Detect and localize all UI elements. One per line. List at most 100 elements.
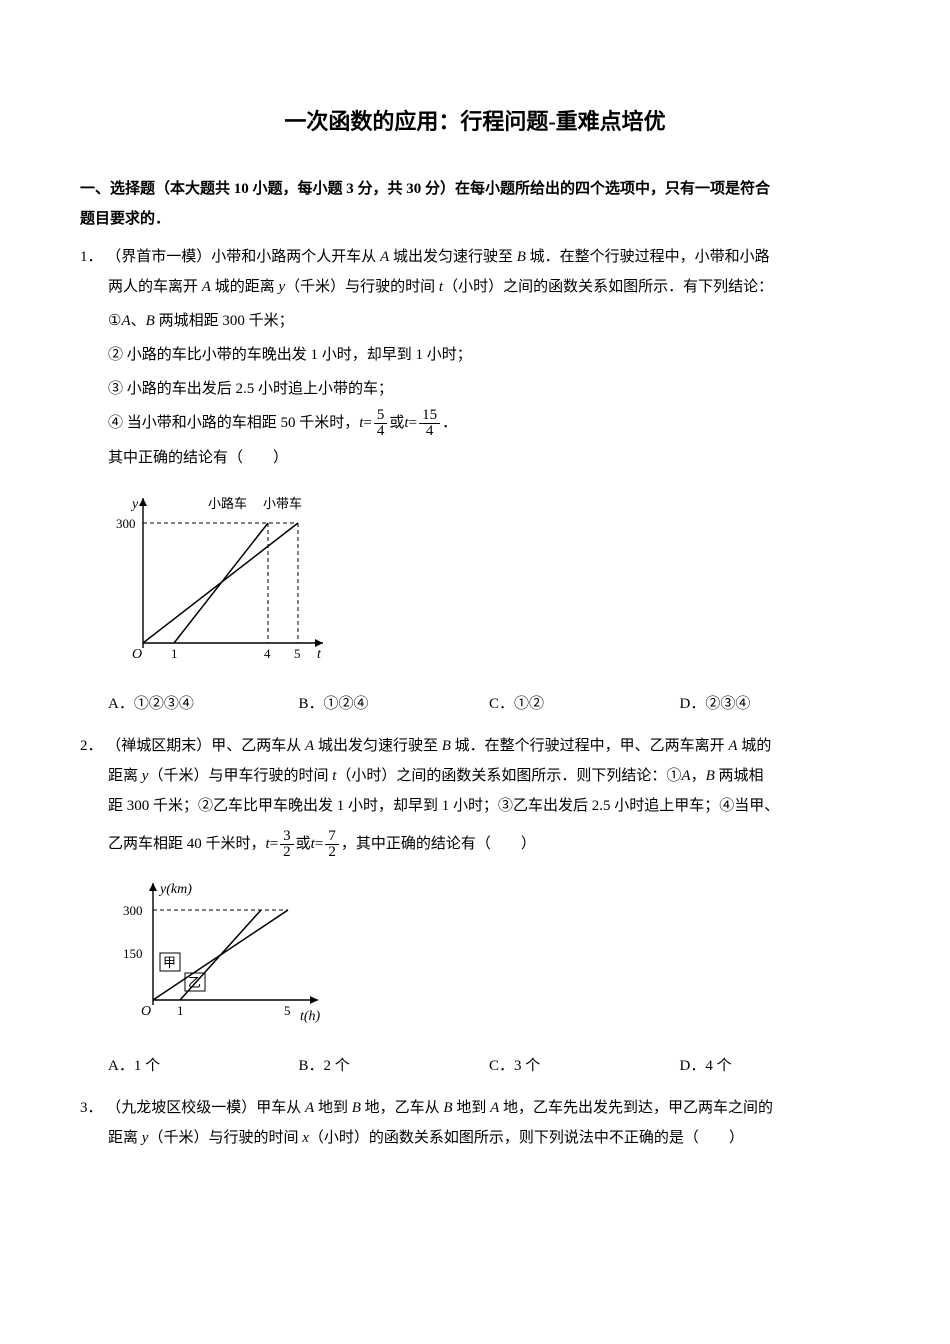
chart-x5: 5 bbox=[294, 646, 301, 661]
q2-l4c: ，其中正确的结论有（ ） bbox=[341, 836, 536, 852]
q2-optC: C．3 个 bbox=[489, 1051, 680, 1081]
y-arrow2 bbox=[149, 883, 157, 891]
q1-s1a: ① bbox=[108, 313, 121, 329]
q2-l2a: 距离 bbox=[108, 768, 142, 784]
q1-frac1: 54 bbox=[374, 408, 388, 439]
q3-source: （九龙坡区校级一模） bbox=[106, 1100, 256, 1116]
q2-comma: ， bbox=[691, 768, 706, 784]
q1-l2c: （千米）与行驶的时间 bbox=[285, 279, 439, 295]
q2-A2: A bbox=[728, 738, 737, 754]
q3-line2: 距离 y（千米）与行驶的时间 x（小时）的函数关系如图所示，则下列说法中不正确的… bbox=[80, 1123, 870, 1153]
q1-cityA: A bbox=[380, 249, 389, 265]
q1-text3: 城．在整个行驶过程中，小带和小路 bbox=[526, 249, 770, 265]
q2-l2d: 两城相 bbox=[715, 768, 764, 784]
q2-l4eq2: = bbox=[315, 836, 323, 852]
chart-legend2: 小带车 bbox=[263, 496, 302, 511]
q3-t5: 地，乙车先出发先到达，甲乙两车之间的 bbox=[499, 1100, 773, 1116]
q3-l2c: （小时）的函数关系如图所示，则下列说法中不正确的是（ ） bbox=[309, 1130, 744, 1146]
q1-line2: 两人的车离开 A 城的距离 y（千米）与行驶的时间 t（小时）之间的函数关系如图… bbox=[80, 272, 870, 302]
q1-sub2: ② 小路的车比小带的车晚出发 1 小时，却早到 1 小时； bbox=[80, 340, 870, 370]
q3-t2: 地到 bbox=[314, 1100, 352, 1116]
q2-t4: 城的 bbox=[738, 738, 772, 754]
q1-optA: A．①②③④ bbox=[108, 689, 299, 719]
q1-cityB: B bbox=[517, 249, 526, 265]
q1-s1b: 、 bbox=[131, 313, 146, 329]
chart-x-label: t bbox=[317, 647, 322, 662]
q2-t1: 甲、乙两车从 bbox=[211, 738, 305, 754]
q2-frac2: 72 bbox=[325, 829, 339, 860]
q2-l4b: 或 bbox=[296, 836, 311, 852]
q2-B: B bbox=[442, 738, 451, 754]
question-2: 2． （禅城区期末）甲、乙两车从 A 城出发匀速行驶至 B 城．在整个行驶过程中… bbox=[80, 731, 870, 1081]
q1-stem: 1． （界首市一模）小带和小路两个人开车从 A 城出发匀速行驶至 B 城．在整个… bbox=[80, 242, 870, 272]
q2-A3: A bbox=[681, 768, 690, 784]
chart2-x1: 1 bbox=[177, 1003, 184, 1018]
q2-l4eq: = bbox=[270, 836, 278, 852]
q1-optB: B．①②④ bbox=[299, 689, 490, 719]
chart2-y300: 300 bbox=[123, 903, 143, 918]
q2-l4a: 乙两车相距 40 千米时， bbox=[108, 836, 266, 852]
chart-x1: 1 bbox=[171, 646, 178, 661]
q2-source: （禅城区期末） bbox=[106, 738, 211, 754]
q3-t4: 地到 bbox=[453, 1100, 491, 1116]
chart2-origin: O bbox=[141, 1004, 151, 1019]
chart2-y150: 150 bbox=[123, 946, 143, 961]
line-xiaolu bbox=[174, 523, 268, 643]
q1-l2d: （小时）之间的函数关系如图所示．有下列结论： bbox=[443, 279, 773, 295]
q3-t1: 甲车从 bbox=[256, 1100, 305, 1116]
q3-A2: A bbox=[490, 1100, 499, 1116]
q1-sub4: ④ 当小带和小路的车相距 50 千米时，t=54或t=154． bbox=[80, 408, 870, 439]
q2-optB: B．2 个 bbox=[299, 1051, 490, 1081]
q1-options: A．①②③④ B．①②④ C．①② D．②③④ bbox=[80, 689, 870, 719]
q1-s4eq: = bbox=[363, 415, 371, 431]
q3-l2a: 距离 bbox=[108, 1130, 142, 1146]
question-1: 1． （界首市一模）小带和小路两个人开车从 A 城出发匀速行驶至 B 城．在整个… bbox=[80, 242, 870, 719]
q1-s1B: B bbox=[146, 313, 155, 329]
q2-optD: D．4 个 bbox=[680, 1051, 871, 1081]
section-header: 一、选择题（本大题共 10 小题，每小题 3 分，共 30 分）在每小题所给出的… bbox=[80, 174, 870, 234]
frac-num: 5 bbox=[374, 408, 388, 424]
q1-sub1: ①A、B 两城相距 300 千米； bbox=[80, 306, 870, 336]
q2-line3: 距 300 千米；②乙车比甲车晚出发 1 小时，却早到 1 小时；③乙车出发后 … bbox=[80, 791, 870, 821]
chart-legend1: 小路车 bbox=[208, 496, 247, 511]
q1-optD: D．②③④ bbox=[680, 689, 871, 719]
q1-s4eq2: = bbox=[409, 415, 417, 431]
y-arrow bbox=[139, 498, 147, 506]
q1-l2a: 两人的车离开 bbox=[108, 279, 202, 295]
chart2-legend1: 甲 bbox=[163, 955, 176, 970]
frac-num: 15 bbox=[419, 408, 440, 424]
q2-optA: A．1 个 bbox=[108, 1051, 299, 1081]
q1-number: 1． bbox=[80, 249, 103, 265]
chart-y-label: y bbox=[130, 497, 139, 512]
frac-den: 4 bbox=[419, 424, 440, 439]
chart-y300: 300 bbox=[116, 516, 136, 531]
q1-optC: C．①② bbox=[489, 689, 680, 719]
q2-line2: 距离 y（千米）与甲车行驶的时间 t（小时）之间的函数关系如图所示．则下列结论：… bbox=[80, 761, 870, 791]
frac-den: 2 bbox=[280, 845, 294, 860]
q1-s4p: ． bbox=[442, 415, 457, 431]
q2-t2: 城出发匀速行驶至 bbox=[314, 738, 442, 754]
frac-den: 2 bbox=[325, 845, 339, 860]
section-header-line2: 题目要求的． bbox=[80, 211, 170, 227]
q2-l2b: （千米）与甲车行驶的时间 bbox=[148, 768, 332, 784]
chart-origin: O bbox=[132, 647, 142, 662]
q2-A: A bbox=[305, 738, 314, 754]
x-arrow2 bbox=[310, 996, 318, 1004]
q2-options: A．1 个 B．2 个 C．3 个 D．4 个 bbox=[80, 1051, 870, 1081]
q2-B2: B bbox=[706, 768, 715, 784]
q1-text: 小带和小路两个人开车从 bbox=[211, 249, 380, 265]
q3-stem: 3． （九龙坡区校级一模）甲车从 A 地到 B 地，乙车从 B 地到 A 地，乙… bbox=[80, 1093, 870, 1123]
q3-l2b: （千米）与行驶的时间 bbox=[148, 1130, 302, 1146]
frac-den: 4 bbox=[374, 424, 388, 439]
q2-stem: 2． （禅城区期末）甲、乙两车从 A 城出发匀速行驶至 B 城．在整个行驶过程中… bbox=[80, 731, 870, 761]
chart2-legend2: 乙 bbox=[188, 975, 201, 990]
q2-chart: 甲 乙 y(km) 300 150 O 1 5 t(h) bbox=[80, 875, 870, 1036]
question-3: 3． （九龙坡区校级一模）甲车从 A 地到 B 地，乙车从 B 地到 A 地，乙… bbox=[80, 1093, 870, 1153]
q1-sub3: ③ 小路的车出发后 2.5 小时追上小带的车； bbox=[80, 374, 870, 404]
chart2-ylabel: y(km) bbox=[158, 882, 192, 897]
q2-l2c: （小时）之间的函数关系如图所示．则下列结论：① bbox=[336, 768, 681, 784]
page-title: 一次函数的应用：行程问题-重难点培优 bbox=[80, 100, 870, 144]
section-header-line1: 一、选择题（本大题共 10 小题，每小题 3 分，共 30 分）在每小题所给出的… bbox=[80, 181, 770, 197]
q3-A: A bbox=[305, 1100, 314, 1116]
chart2-xlabel: t(h) bbox=[300, 1009, 321, 1024]
